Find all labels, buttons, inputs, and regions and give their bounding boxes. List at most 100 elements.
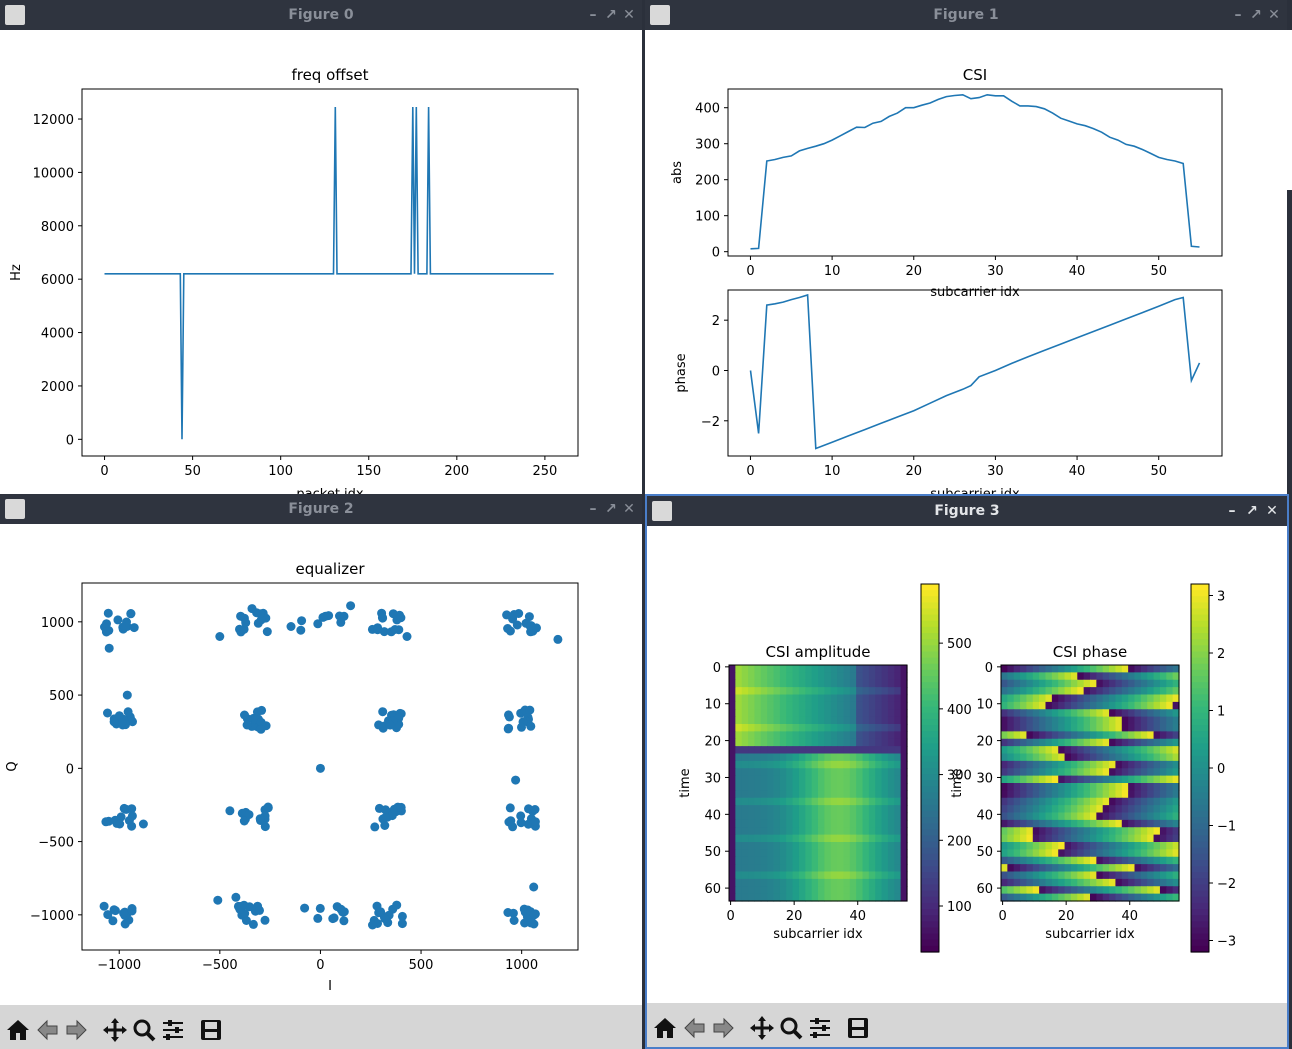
equalizer-figure[interactable]: −1000 −500 0 500 1000−1000−50005001000equali…	[0, 524, 642, 1005]
axes-frame	[81, 582, 579, 951]
heatmap-cell	[1090, 768, 1097, 777]
configure-subplots-icon[interactable]	[807, 1015, 833, 1041]
home-icon[interactable]	[5, 1017, 31, 1043]
y-tick-label: 50	[976, 845, 993, 860]
heatmap-cell	[1153, 775, 1161, 784]
close-icon[interactable]: ✕	[1266, 503, 1278, 519]
back-arrow-icon[interactable]	[34, 1017, 60, 1043]
minimize-icon[interactable]: –	[1234, 7, 1242, 23]
heatmap-cell	[1166, 694, 1174, 703]
heatmap-cell	[767, 753, 775, 762]
heatmap-cell	[729, 878, 736, 887]
heatmap-cell	[1172, 687, 1180, 696]
maximize-icon[interactable]: ↗	[605, 7, 617, 23]
heatmap-cell	[830, 694, 838, 703]
figure-3-titlebar[interactable]: Figure 3 – ↗ ✕	[647, 496, 1287, 526]
minimize-icon[interactable]: –	[589, 7, 597, 23]
figure-1-titlebar[interactable]: Figure 1 – ↗ ✕	[645, 0, 1287, 30]
heatmap-cell	[1051, 856, 1059, 865]
heatmap-cell	[1007, 886, 1015, 895]
heatmap-cell	[1007, 878, 1015, 887]
heatmap-cell	[1128, 783, 1136, 791]
forward-arrow-icon[interactable]	[64, 1017, 90, 1043]
pan-icon[interactable]	[749, 1015, 775, 1041]
configure-subplots-icon[interactable]	[160, 1017, 186, 1043]
x-tick-label: 200	[444, 464, 469, 479]
figure-2-titlebar[interactable]: Figure 2 – ↗ ✕	[0, 494, 642, 524]
colorbar-cell	[1191, 939, 1209, 947]
close-icon[interactable]: ✕	[623, 501, 635, 517]
heatmap-cell	[1070, 856, 1078, 865]
heatmap-cell	[735, 878, 743, 887]
heatmap-cell	[1083, 709, 1091, 718]
maximize-icon[interactable]: ↗	[1250, 7, 1262, 23]
minimize-icon[interactable]: –	[589, 501, 597, 517]
zoom-icon[interactable]	[131, 1017, 157, 1043]
heatmap-cell	[786, 819, 794, 828]
constellation-point	[127, 906, 137, 916]
heatmap-cell	[830, 701, 838, 710]
close-icon[interactable]: ✕	[1268, 7, 1280, 23]
x-tick-label: 40	[1069, 464, 1086, 479]
heatmap-cell	[767, 842, 775, 850]
heatmap-cell	[1121, 731, 1129, 740]
colorbar-cell	[1191, 804, 1209, 812]
heatmap-cell	[1090, 864, 1097, 873]
colorbar-cell	[921, 669, 939, 677]
heatmap-cell	[1166, 871, 1174, 880]
heatmap-cell	[1077, 672, 1085, 681]
close-icon[interactable]: ✕	[623, 7, 635, 23]
axes-frame	[727, 289, 1223, 457]
heatmap-cell	[868, 768, 876, 777]
heatmap-cell	[754, 827, 762, 836]
figure-3-window[interactable]: Figure 3 – ↗ ✕ CSI amplitude 0 20 40 0 10 20 30…	[645, 494, 1289, 1049]
constellation-point	[529, 882, 539, 892]
heatmap-cell	[1032, 783, 1040, 791]
heatmap-cell	[1159, 805, 1167, 814]
heatmap-cell	[748, 672, 756, 681]
forward-arrow-icon[interactable]	[711, 1015, 737, 1041]
maximize-icon[interactable]: ↗	[1246, 503, 1258, 519]
heatmap-cell	[1159, 856, 1167, 865]
heatmap-cell	[894, 687, 902, 696]
heatmap-cell	[1032, 864, 1040, 873]
heatmap-cell	[887, 827, 895, 836]
heatmap-cell	[1058, 738, 1066, 747]
y-tick-label: 30	[976, 771, 993, 786]
heatmap-cell	[1013, 731, 1021, 740]
heatmap-cell	[1109, 783, 1117, 791]
heatmap-cell	[1077, 827, 1085, 836]
back-arrow-icon[interactable]	[681, 1015, 707, 1041]
minimize-icon[interactable]: –	[1228, 503, 1236, 519]
figure-0-window[interactable]: Figure 0 – ↗ ✕ 0 50 100 150 200 250 0 2000 4000 6…	[0, 0, 642, 494]
figure-0-titlebar[interactable]: Figure 0 – ↗ ✕	[0, 0, 642, 30]
heatmap-cell	[1045, 709, 1053, 718]
maximize-icon[interactable]: ↗	[605, 501, 617, 517]
colorbar-cell	[1191, 657, 1209, 665]
heatmap-cell	[741, 849, 749, 858]
heatmap-cell	[1147, 709, 1155, 718]
home-icon[interactable]	[652, 1015, 678, 1041]
y-axis-label: abs	[670, 161, 685, 184]
save-icon[interactable]	[845, 1015, 871, 1041]
zoom-icon[interactable]	[778, 1015, 804, 1041]
freq-offset-figure[interactable]: 0 50 100 150 200 2500200040006000800010000120…	[0, 30, 642, 494]
heatmap-cell	[805, 672, 813, 681]
figure-2-window[interactable]: Figure 2 – ↗ ✕ −1000 −500 0 500 1000 −1000 −50…	[0, 494, 642, 1049]
heatmap-cell	[1109, 878, 1117, 887]
heatmap-cell	[779, 878, 787, 887]
heatmap-cell	[786, 856, 794, 865]
heatmap-cell	[868, 886, 876, 895]
heatmap-cell	[1147, 871, 1155, 880]
heatmap-cell	[798, 709, 806, 718]
heatmap-cell	[741, 893, 749, 902]
heatmap-cell	[786, 746, 794, 755]
save-icon[interactable]	[198, 1017, 224, 1043]
figure-1-window[interactable]: Figure 1 – ↗ ✕ 0 10 20 30 40 50 0 100 200 300 400 C…	[645, 0, 1287, 494]
pan-icon[interactable]	[102, 1017, 128, 1043]
x-tick-label: 50	[184, 464, 201, 479]
heatmap-cell	[1166, 672, 1174, 681]
x-axis-label: I	[328, 979, 332, 994]
